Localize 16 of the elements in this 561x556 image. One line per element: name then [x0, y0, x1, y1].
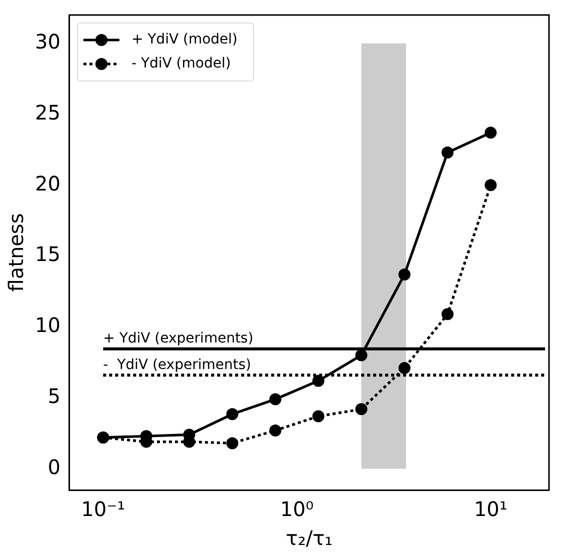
y-tick-label: 20: [34, 171, 60, 196]
y-tick-label: 0: [48, 454, 60, 479]
y-tick-label: 10: [34, 313, 60, 338]
x-tick-label: 10⁻¹: [81, 497, 126, 522]
legend-label: - YdiV (model): [131, 56, 231, 72]
y-tick-label: 25: [34, 100, 60, 124]
ref-line-label: - YdiV (experiments): [103, 356, 252, 373]
y-axis-title: flatness: [4, 213, 28, 292]
x-tick-label: 10¹: [474, 497, 508, 522]
y-tick-label: 5: [48, 384, 60, 408]
y-tick-label: 15: [34, 242, 60, 266]
x-axis-title: τ₂/τ₁: [286, 526, 333, 550]
ref-line-label: + YdiV (experiments): [103, 330, 254, 347]
x-tick-label: 10⁰: [280, 497, 314, 522]
legend-label: + YdiV (model): [131, 32, 238, 48]
y-tick-label: 30: [34, 30, 60, 54]
